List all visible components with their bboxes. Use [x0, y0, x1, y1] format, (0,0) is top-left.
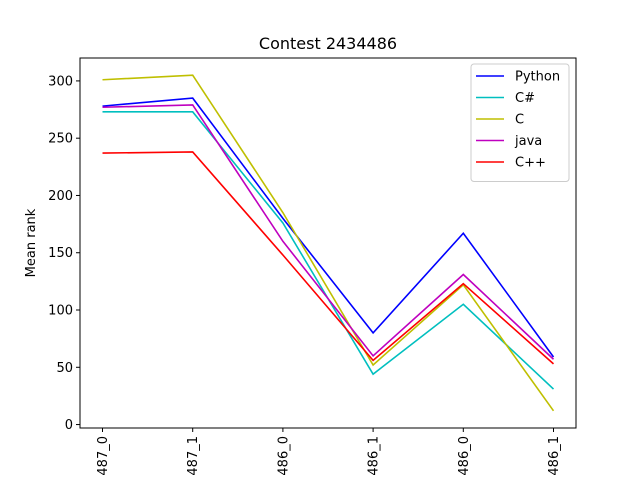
legend-box — [470, 63, 570, 182]
legend-label: Python — [515, 70, 560, 85]
series-line-python — [102, 97, 555, 358]
y-axis: 0 50 100 150 200 250 300 — [48, 74, 80, 433]
chart-title: Contest 2434486 — [259, 34, 397, 53]
y-tick-label: 100 — [48, 304, 73, 319]
legend-label: C++ — [515, 156, 546, 171]
series-line-c — [102, 74, 555, 412]
y-tick-label: 0 — [65, 418, 73, 433]
x-tick-label: 486_0 — [457, 436, 472, 476]
series-line-java — [102, 104, 555, 360]
x-tick-label: 486_1 — [367, 436, 382, 476]
plot-lines — [102, 74, 555, 412]
y-tick-label: 250 — [48, 132, 73, 147]
x-tick-label: 487_1 — [186, 436, 201, 476]
legend-label: C — [515, 113, 524, 128]
series-line-c- — [102, 151, 555, 365]
x-axis: 487_0 487_1 486_0 486_1 486_0 486_1 — [96, 428, 562, 476]
x-tick-label: 486_1 — [547, 436, 562, 476]
y-axis-label: Mean rank — [24, 208, 39, 277]
y-tick-label: 300 — [48, 74, 73, 89]
plot-frame — [79, 57, 577, 429]
x-tick-label: 486_0 — [276, 436, 291, 476]
legend-label: java — [514, 134, 542, 149]
y-tick-label: 150 — [48, 246, 73, 261]
x-tick-label: 487_0 — [96, 436, 111, 476]
legend-label: C# — [515, 91, 535, 106]
y-tick-label: 200 — [48, 189, 73, 204]
y-tick-label: 50 — [56, 361, 73, 376]
